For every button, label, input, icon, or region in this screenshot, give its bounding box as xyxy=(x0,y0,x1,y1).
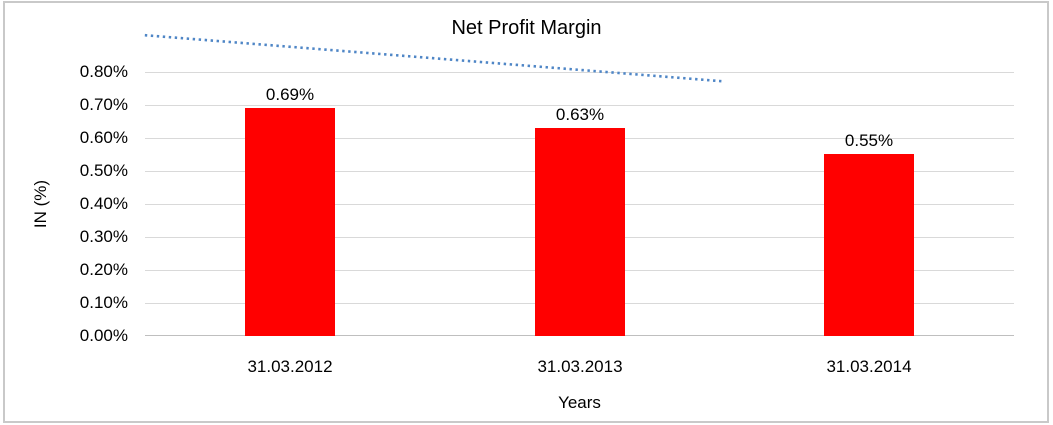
gridline xyxy=(145,105,1014,106)
y-tick-label: 0.20% xyxy=(79,260,128,279)
y-tick-label: 0.60% xyxy=(79,128,128,147)
y-tick-label: 0.10% xyxy=(79,293,128,312)
x-category-label: 31.03.2014 xyxy=(826,357,912,376)
bar-data-labels: 0.69% 0.63% 0.55% xyxy=(145,72,1014,336)
bar-data-label: 0.63% xyxy=(555,105,605,124)
bar-data-label: 0.69% xyxy=(265,85,315,104)
bar xyxy=(824,154,914,336)
plot-bars xyxy=(145,72,1014,336)
bar-data-label: 0.55% xyxy=(844,131,894,150)
y-tick-label: 0.30% xyxy=(79,227,128,246)
bar xyxy=(535,128,625,336)
y-tick-label: 0.70% xyxy=(79,95,128,114)
y-axis-tick-labels: 0.00% 0.10% 0.20% 0.30% 0.40% 0.50% 0.60% 0.70%… xyxy=(0,62,128,345)
y-tick-label: 0.40% xyxy=(79,194,128,213)
x-axis-title: Years xyxy=(558,393,601,412)
x-axis-category-labels: 31.03.2012 31.03.2013 31.03.2014 xyxy=(145,356,1014,378)
x-category-label: 31.03.2013 xyxy=(537,357,623,376)
y-tick-label: 0.00% xyxy=(79,326,128,345)
bar xyxy=(245,108,335,336)
y-tick-label: 0.50% xyxy=(79,161,128,180)
x-category-label: 31.03.2012 xyxy=(247,357,333,376)
y-tick-label: 0.80% xyxy=(79,62,128,81)
chart-title: Net Profit Margin xyxy=(451,17,602,39)
